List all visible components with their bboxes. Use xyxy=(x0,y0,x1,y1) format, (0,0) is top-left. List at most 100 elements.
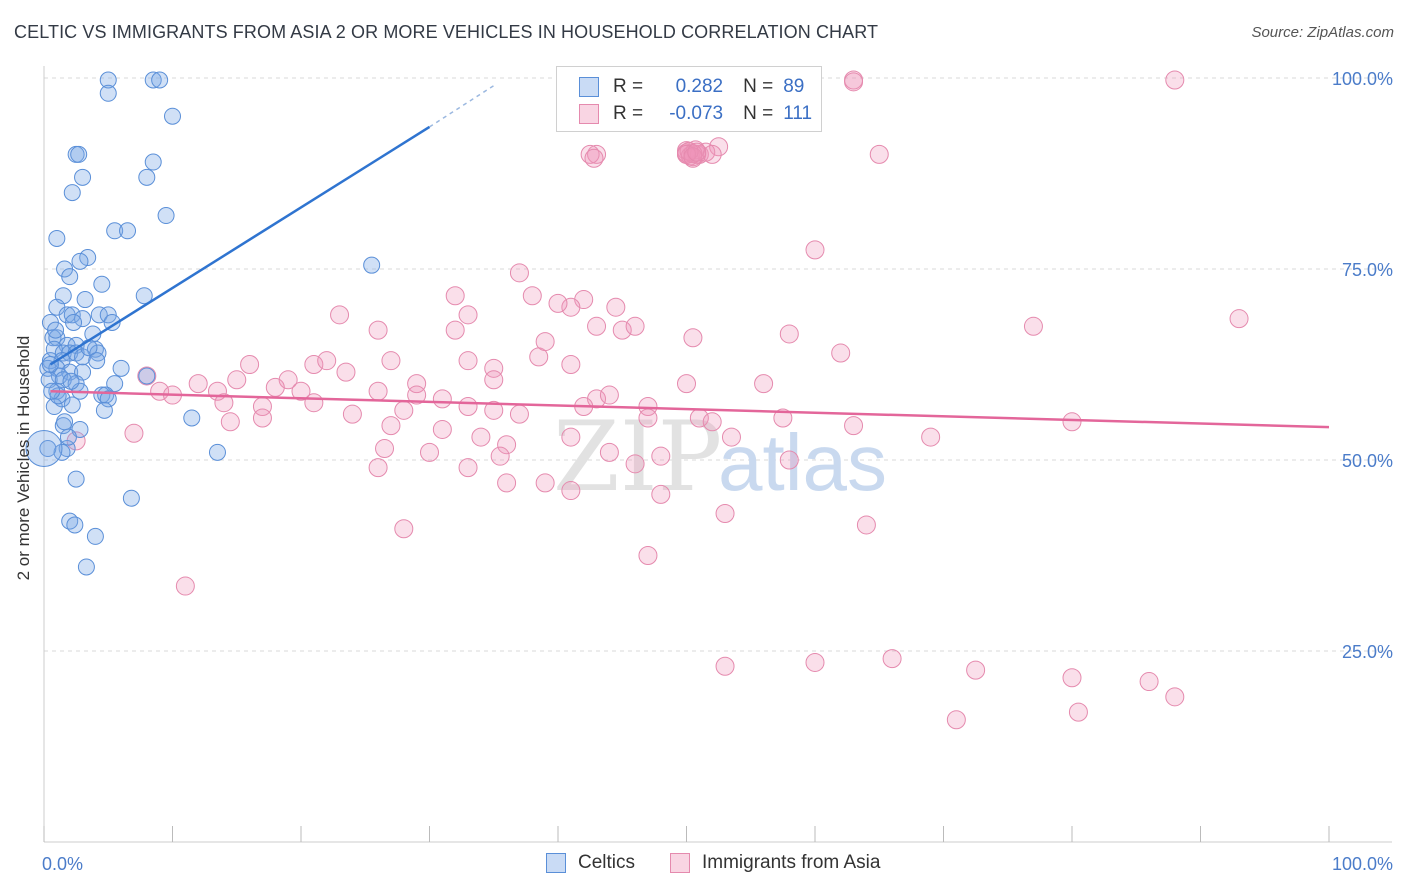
point-asia-96 xyxy=(420,442,439,462)
legend-n-label: N = xyxy=(743,103,774,124)
point-asia-18 xyxy=(580,144,600,164)
point-asia-117 xyxy=(805,652,825,672)
point-asia-21 xyxy=(702,144,722,164)
point-asia-19 xyxy=(584,148,604,168)
bottom-legend-celtics[interactable]: Celtics xyxy=(546,852,635,874)
point-celtic-80 xyxy=(62,372,80,390)
point-celtic-3 xyxy=(151,71,169,89)
point-asia-85 xyxy=(220,412,240,432)
point-celtic-74 xyxy=(66,516,84,534)
point-asia-115 xyxy=(856,515,876,535)
point-asia-100 xyxy=(779,450,799,470)
point-asia-17 xyxy=(679,141,699,161)
point-asia-48 xyxy=(304,355,324,374)
point-asia-61 xyxy=(677,374,696,394)
point-asia-89 xyxy=(471,427,491,447)
point-celtic-large xyxy=(25,430,63,468)
point-asia-54 xyxy=(188,374,208,394)
watermark-atlas: atlas xyxy=(718,418,887,507)
point-asia-86 xyxy=(252,408,272,428)
y-axis-label: 2 or more Vehicles in Household xyxy=(14,335,33,581)
point-asia-81 xyxy=(484,400,504,420)
point-celtic-72 xyxy=(122,489,140,507)
point-celtic-0 xyxy=(99,71,117,89)
legend-n-asia: 111 xyxy=(783,103,813,124)
point-asia-37 xyxy=(612,320,632,340)
point-asia-69 xyxy=(432,389,452,409)
point-asia-32 xyxy=(330,305,350,325)
point-asia-33 xyxy=(458,305,478,325)
point-celtic-54 xyxy=(106,375,124,393)
point-celtic-55 xyxy=(138,367,156,385)
point-asia-110 xyxy=(497,473,517,493)
legend-n-celtics: 89 xyxy=(783,76,805,97)
point-asia-102 xyxy=(1062,412,1082,432)
point-asia-78 xyxy=(304,393,324,413)
point-asia-93 xyxy=(773,408,793,428)
point-asia-91 xyxy=(561,427,581,447)
point-asia-65 xyxy=(265,377,285,397)
point-asia-68 xyxy=(407,385,427,405)
point-asia-57 xyxy=(336,362,356,382)
point-asia-38 xyxy=(625,316,645,336)
point-celtic-71 xyxy=(67,470,85,488)
point-asia-87 xyxy=(381,416,401,436)
point-asia-125 xyxy=(1165,687,1185,707)
point-celtic-10 xyxy=(63,184,81,202)
point-asia-103 xyxy=(124,423,144,443)
y-tick-label-0: 25.0% xyxy=(1342,642,1393,662)
point-celtic-28 xyxy=(74,310,92,328)
point-celtic-61 xyxy=(99,390,117,408)
trend-lines xyxy=(49,85,1330,429)
point-celtic-17 xyxy=(71,252,89,270)
point-asia-8 xyxy=(709,137,729,157)
point-asia-97 xyxy=(490,446,510,466)
point-asia-55 xyxy=(227,370,247,390)
point-asia-25 xyxy=(561,297,581,317)
point-asia-76 xyxy=(214,393,234,413)
point-celtic-69 xyxy=(208,443,226,461)
legend-row-asia: R = -0.073 N = 111 xyxy=(579,101,812,127)
point-celtic-29 xyxy=(103,313,121,331)
point-celtic-64 xyxy=(183,409,201,427)
point-asia-52 xyxy=(535,332,555,352)
chart-title: CELTIC VS IMMIGRANTS FROM ASIA 2 OR MORE… xyxy=(14,22,879,42)
point-asia-123 xyxy=(946,710,966,730)
point-celtic-18 xyxy=(61,268,79,286)
point-asia-98 xyxy=(599,442,619,462)
point-celtic-19 xyxy=(93,275,111,293)
y-tick-label-2: 75.0% xyxy=(1342,260,1393,280)
point-asia-15 xyxy=(869,144,889,164)
point-asia-101 xyxy=(921,427,941,447)
point-celtic-22 xyxy=(135,287,153,305)
bottom-legend-asia[interactable]: Immigrants from Asia xyxy=(670,852,880,874)
point-asia-119 xyxy=(882,649,902,669)
point-asia-36 xyxy=(587,316,607,336)
point-asia-45 xyxy=(561,355,581,374)
point-celtic-1 xyxy=(99,84,117,102)
point-asia-99 xyxy=(651,446,671,466)
point-asia-79 xyxy=(342,404,362,424)
point-asia-84 xyxy=(702,412,722,432)
point-asia-116 xyxy=(175,576,195,596)
point-asia-42 xyxy=(445,320,465,340)
trend-line-asia xyxy=(50,389,1330,429)
point-asia-31 xyxy=(606,297,626,317)
point-asia-72 xyxy=(599,385,619,405)
point-celtic-26 xyxy=(90,306,108,324)
point-celtic-83 xyxy=(47,321,65,339)
point-asia-62 xyxy=(754,374,774,394)
bottom-legend-swatch-asia xyxy=(670,853,690,873)
point-asia-80 xyxy=(394,400,414,420)
watermark-zip: ZIP xyxy=(553,401,722,513)
x-tick-label-0: 0.0% xyxy=(42,854,83,874)
point-asia-121 xyxy=(1062,668,1082,688)
legend-r-label: R = xyxy=(613,76,644,97)
point-celtic-13 xyxy=(106,222,124,240)
trend-line-celtics-extension xyxy=(429,85,495,128)
point-asia-106 xyxy=(458,458,478,478)
point-asia-70 xyxy=(458,397,478,417)
point-asia-58 xyxy=(407,374,427,394)
point-celtic-31 xyxy=(65,313,83,331)
point-asia-111 xyxy=(535,473,555,493)
